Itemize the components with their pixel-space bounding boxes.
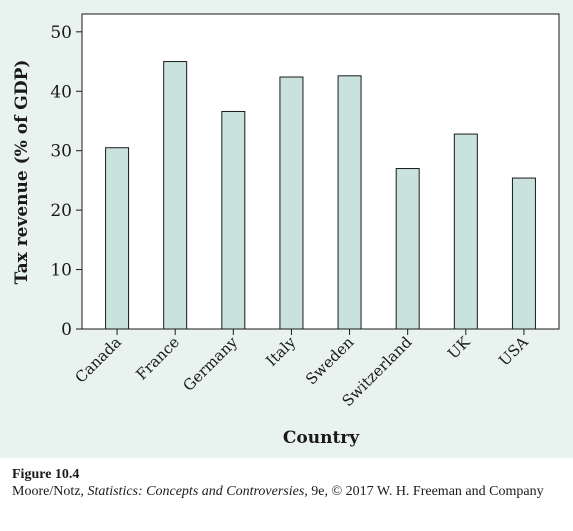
y-axis-label: Tax revenue (% of GDP) bbox=[12, 60, 32, 285]
bar-france bbox=[163, 61, 188, 330]
credit-authors: Moore/Notz, bbox=[12, 484, 88, 499]
x-tick-label: Germany bbox=[179, 333, 241, 395]
x-tick-label: Canada bbox=[71, 333, 124, 386]
bars bbox=[105, 61, 536, 330]
y-tick-label: 10 bbox=[50, 261, 72, 281]
x-tick-label: Sweden bbox=[302, 333, 357, 388]
y-tick-label: 0 bbox=[61, 320, 72, 340]
figure-caption: Figure 10.4 Moore/Notz, Statistics: Conc… bbox=[12, 466, 567, 500]
plot-frame bbox=[81, 13, 560, 330]
y-axis: 0 10 20 30 40 50 bbox=[50, 23, 82, 340]
x-tick-label: UK bbox=[444, 333, 474, 363]
x-axis-label: Country bbox=[283, 428, 360, 448]
bar-uk bbox=[453, 133, 478, 330]
x-tick-label: France bbox=[132, 333, 183, 384]
bar-sweden bbox=[337, 75, 362, 330]
figure-credit: Moore/Notz, Statistics: Concepts and Con… bbox=[12, 483, 567, 500]
bar-usa bbox=[511, 177, 536, 330]
credit-book-title: Statistics: Concepts and Controversies bbox=[87, 484, 305, 499]
y-tick-label: 30 bbox=[50, 142, 72, 162]
credit-edition-publisher: , 9e, © 2017 W. H. Freeman and Company bbox=[304, 484, 544, 499]
x-tick-label: Italy bbox=[262, 333, 299, 370]
bar-canada bbox=[105, 147, 130, 330]
bar-switzerland bbox=[395, 168, 420, 330]
x-tick-label: USA bbox=[495, 333, 532, 370]
y-tick-label: 50 bbox=[50, 23, 72, 43]
figure-label: Figure 10.4 bbox=[12, 467, 80, 482]
bar-germany bbox=[221, 110, 246, 330]
y-tick-label: 40 bbox=[50, 82, 72, 102]
bar-italy bbox=[279, 76, 304, 330]
y-tick-label: 20 bbox=[50, 201, 72, 221]
